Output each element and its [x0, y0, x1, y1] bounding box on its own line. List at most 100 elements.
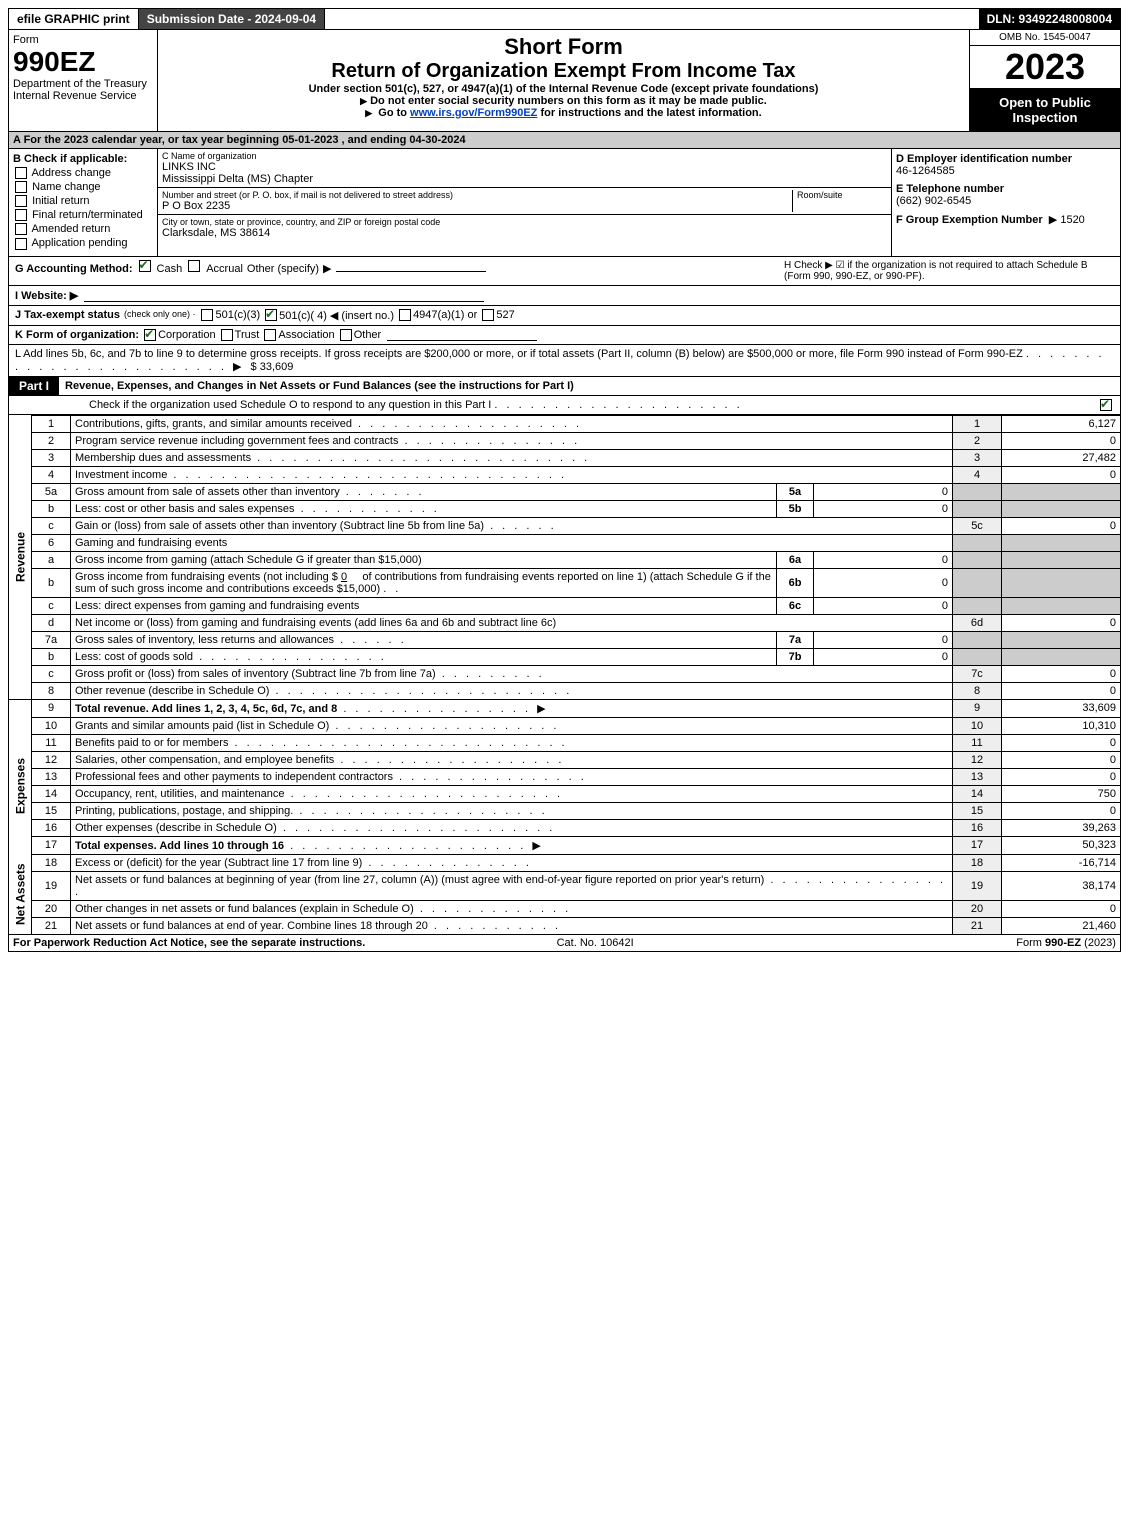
chk-accrual[interactable] [188, 260, 200, 272]
num-20: 20 [953, 900, 1002, 917]
section-a-text: A For the 2023 calendar year, or tax yea… [13, 134, 466, 146]
lbl-527: 527 [496, 309, 514, 322]
irs-label: Internal Revenue Service [13, 90, 153, 102]
desc-8: Other revenue (describe in Schedule O) [75, 685, 269, 697]
num-18: 18 [953, 854, 1002, 871]
chk-address-change[interactable] [15, 167, 27, 179]
lbl-application-pending: Application pending [31, 237, 127, 249]
amt-6d: 0 [1002, 614, 1121, 631]
return-title: Return of Organization Exempt From Incom… [162, 60, 965, 83]
num-12: 12 [953, 751, 1002, 768]
lbl-accrual: Accrual [206, 263, 243, 275]
chk-501c3[interactable] [201, 309, 213, 321]
line-l: L Add lines 5b, 6c, and 7b to line 9 to … [8, 345, 1121, 377]
chk-amended-return[interactable] [15, 223, 27, 235]
chk-initial-return[interactable] [15, 195, 27, 207]
chk-4947[interactable] [399, 309, 411, 321]
header-right-block: OMB No. 1545-0047 2023 Open to Public In… [969, 30, 1120, 131]
num-14: 14 [953, 785, 1002, 802]
ein-value: 46-1264585 [896, 165, 955, 177]
amt-8: 0 [1002, 682, 1121, 699]
iv-6a: 0 [814, 551, 953, 568]
lbl-4947: 4947(a)(1) or [413, 309, 477, 322]
ln-18: 18 [32, 854, 71, 871]
desc-3: Membership dues and assessments [75, 452, 251, 464]
ln-6a: a [32, 551, 71, 568]
ln-5b: b [32, 500, 71, 517]
chk-final-return[interactable] [15, 209, 27, 221]
chk-application-pending[interactable] [15, 238, 27, 250]
desc-7b: Less: cost of goods sold [75, 651, 193, 663]
open-public-badge: Open to Public Inspection [970, 89, 1120, 131]
note2-suffix: for instructions and the latest informat… [540, 107, 761, 119]
chk-corporation[interactable] [144, 329, 156, 341]
dept-label: Department of the Treasury [13, 78, 153, 90]
chk-schedule-o[interactable] [1100, 399, 1112, 411]
num-13: 13 [953, 768, 1002, 785]
ln-14: 14 [32, 785, 71, 802]
tel-value: (662) 902-6545 [896, 195, 971, 207]
num-1: 1 [953, 415, 1002, 432]
chk-cash[interactable] [139, 260, 151, 272]
ln-16: 16 [32, 819, 71, 836]
lbl-initial-return: Initial return [32, 195, 89, 207]
amt-4: 0 [1002, 466, 1121, 483]
ln-2: 2 [32, 432, 71, 449]
city-label: City or town, state or province, country… [162, 217, 887, 227]
iv-5a: 0 [814, 483, 953, 500]
part1-header-row: Part I Revenue, Expenses, and Changes in… [8, 377, 1121, 396]
footer-mid: Cat. No. 10642I [557, 937, 634, 949]
chk-527[interactable] [482, 309, 494, 321]
netassets-vlabel: Net Assets [9, 854, 32, 934]
org-name: LINKS INC [162, 161, 887, 173]
chk-association[interactable] [264, 329, 276, 341]
ln-12: 12 [32, 751, 71, 768]
il-5b: 5b [777, 500, 814, 517]
lbl-address-change: Address change [31, 167, 111, 179]
submission-date-button[interactable]: Submission Date - 2024-09-04 [139, 9, 325, 29]
amt-9: 33,609 [1002, 699, 1121, 717]
desc-1: Contributions, gifts, grants, and simila… [75, 418, 352, 430]
desc-6c: Less: direct expenses from gaming and fu… [71, 597, 777, 614]
amt-19: 38,174 [1002, 871, 1121, 900]
footer-left: For Paperwork Reduction Act Notice, see … [13, 937, 365, 949]
chk-501c[interactable] [265, 309, 277, 321]
ln-13: 13 [32, 768, 71, 785]
amt-12: 0 [1002, 751, 1121, 768]
lbl-final-return: Final return/terminated [32, 209, 143, 221]
num-8: 8 [953, 682, 1002, 699]
ln-3: 3 [32, 449, 71, 466]
footer: For Paperwork Reduction Act Notice, see … [8, 935, 1121, 952]
line-k-label: K Form of organization: [15, 329, 139, 341]
desc-19: Net assets or fund balances at beginning… [75, 874, 764, 886]
amt-5c: 0 [1002, 517, 1121, 534]
amt-18: -16,714 [1002, 854, 1121, 871]
part1-title: Revenue, Expenses, and Changes in Net As… [65, 380, 574, 392]
il-5a: 5a [777, 483, 814, 500]
desc-6b-1: Gross income from fundraising events (no… [75, 571, 338, 583]
ln-7c: c [32, 665, 71, 682]
chk-trust[interactable] [221, 329, 233, 341]
amt-16: 39,263 [1002, 819, 1121, 836]
form-word: Form [13, 34, 153, 46]
iv-6b: 0 [814, 568, 953, 597]
desc-5b: Less: cost or other basis and sales expe… [75, 503, 295, 515]
lbl-other-specify: Other (specify) [247, 263, 319, 275]
num-10: 10 [953, 717, 1002, 734]
chk-other[interactable] [340, 329, 352, 341]
expenses-vlabel: Expenses [9, 717, 32, 854]
revenue-vlabel: Revenue [9, 415, 32, 699]
amt-7c: 0 [1002, 665, 1121, 682]
lbl-501c: 501(c)( 4) ◀ (insert no.) [279, 309, 394, 322]
efile-print-button[interactable]: efile GRAPHIC print [9, 9, 139, 29]
num-15: 15 [953, 802, 1002, 819]
amt-11: 0 [1002, 734, 1121, 751]
desc-20: Other changes in net assets or fund bala… [75, 903, 414, 915]
top-bar: efile GRAPHIC print Submission Date - 20… [8, 8, 1121, 30]
instructions-link[interactable]: www.irs.gov/Form990EZ [410, 107, 537, 119]
line-i: I Website: ▶ [8, 286, 1121, 306]
amt-5a-gray [1002, 483, 1121, 500]
dln-label: DLN: 93492248008004 [979, 9, 1120, 29]
chk-name-change[interactable] [15, 181, 27, 193]
line-h: H Check ▶ ☑ if the organization is not r… [784, 260, 1114, 282]
